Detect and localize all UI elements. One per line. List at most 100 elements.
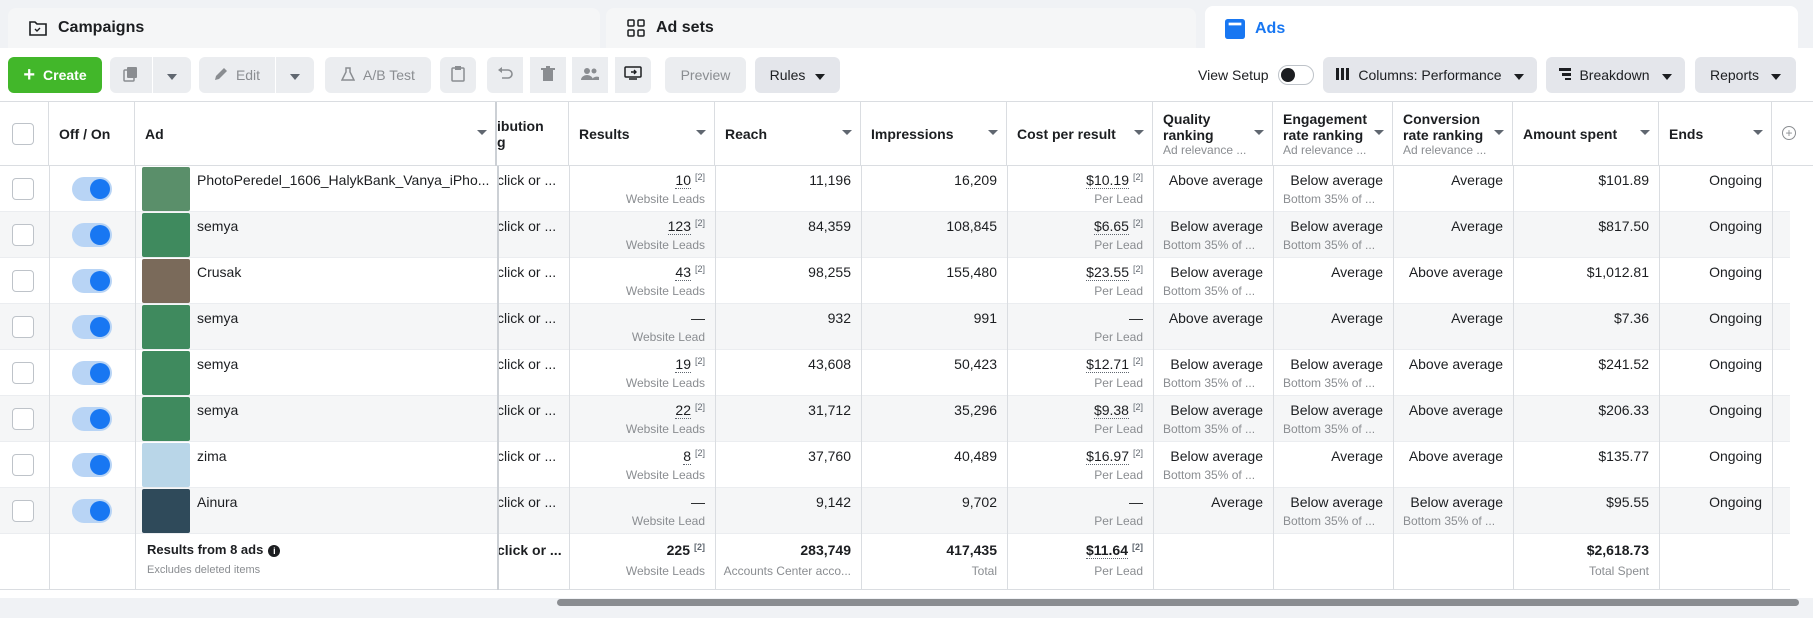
table-row[interactable]: Crusak click or ... 43 [2] Website Leads 98,2…: [0, 258, 1790, 304]
ad-name[interactable]: semya: [197, 218, 239, 234]
cost-value[interactable]: $9.38 [2]: [1093, 402, 1143, 419]
horizontal-scrollbar[interactable]: [557, 599, 1799, 606]
edit-button[interactable]: Edit: [199, 57, 275, 93]
reach-value: 98,255: [808, 264, 851, 280]
amount-value: $241.52: [1598, 356, 1649, 372]
rules-button[interactable]: Rules: [755, 57, 840, 93]
results-value[interactable]: 43 [2]: [675, 264, 705, 281]
row-checkbox[interactable]: [12, 408, 34, 430]
tab-ads[interactable]: Ads: [1205, 6, 1798, 52]
table-row[interactable]: semya click or ... 22 [2] Website Leads 31,71…: [0, 396, 1790, 442]
select-all-checkbox[interactable]: [12, 123, 34, 145]
ad-toggle[interactable]: [72, 177, 112, 201]
results-value[interactable]: 19 [2]: [675, 356, 705, 373]
header-attribution[interactable]: ibution g: [497, 102, 569, 166]
ad-name[interactable]: Ainura: [197, 494, 238, 510]
total-cost-subtext: Per Lead: [1094, 564, 1143, 578]
cost-value[interactable]: $12.71 [2]: [1086, 356, 1143, 373]
value-text: $12.71: [1086, 356, 1129, 373]
header-engagement-ranking[interactable]: Engagement rate ranking Ad relevance ...: [1273, 102, 1393, 166]
undo-button[interactable]: [487, 57, 523, 93]
header-quality-ranking[interactable]: Quality ranking Ad relevance ...: [1153, 102, 1273, 166]
total-reach-value: 283,749: [800, 542, 851, 558]
duplicate-button[interactable]: [110, 57, 152, 93]
table-row[interactable]: PhotoPeredel_1606_HalykBank_Vanya_iPho..…: [0, 166, 1790, 212]
table-row[interactable]: Ainura click or ... — Website Lead 9,142 9,70…: [0, 488, 1790, 534]
row-checkbox[interactable]: [12, 270, 34, 292]
add-column-icon[interactable]: +: [1782, 126, 1796, 140]
ad-toggle[interactable]: [72, 315, 112, 339]
share-button[interactable]: [615, 57, 651, 93]
results-value[interactable]: 123 [2]: [667, 218, 705, 235]
ad-name[interactable]: semya: [197, 310, 239, 326]
tab-campaigns[interactable]: Campaigns: [8, 8, 600, 48]
ad-toggle[interactable]: [72, 453, 112, 477]
results-value[interactable]: 8 [2]: [683, 448, 705, 465]
duplicate-dropdown[interactable]: [153, 57, 191, 93]
header-cost-per-result[interactable]: Cost per result: [1007, 102, 1153, 166]
trash-icon: [541, 65, 555, 85]
table-row[interactable]: zima click or ... 8 [2] Website Leads 37,760 4…: [0, 442, 1790, 488]
results-value[interactable]: —: [691, 310, 705, 326]
header-impressions[interactable]: Impressions: [861, 102, 1007, 166]
results-value[interactable]: —: [691, 494, 705, 510]
reach-value: 43,608: [808, 356, 851, 372]
columns-button[interactable]: Columns: Performance: [1323, 57, 1537, 93]
cost-value[interactable]: —: [1129, 494, 1143, 510]
ad-toggle[interactable]: [72, 407, 112, 431]
ad-toggle[interactable]: [72, 361, 112, 385]
column-divider: [1659, 166, 1660, 590]
info-icon[interactable]: i: [268, 544, 281, 557]
cost-value[interactable]: $16.97 [2]: [1086, 448, 1143, 465]
row-checkbox[interactable]: [12, 454, 34, 476]
row-checkbox[interactable]: [12, 224, 34, 246]
edit-dropdown[interactable]: [276, 57, 314, 93]
delete-button[interactable]: [530, 57, 566, 93]
view-setup-toggle[interactable]: [1278, 65, 1314, 85]
ad-name[interactable]: semya: [197, 402, 239, 418]
header-conversion-ranking[interactable]: Conversion rate ranking Ad relevance ...: [1393, 102, 1513, 166]
cell-amount: $241.52: [1513, 350, 1659, 396]
cost-value[interactable]: $23.55 [2]: [1086, 264, 1143, 281]
clipboard-button[interactable]: [440, 57, 476, 93]
cell-cost: — Per Lead: [1007, 488, 1153, 534]
header-off-on[interactable]: Off / On: [49, 102, 135, 166]
ad-name[interactable]: Crusak: [197, 264, 242, 280]
header-ad[interactable]: Ad: [135, 102, 497, 166]
tab-ad-sets[interactable]: Ad sets: [606, 8, 1196, 48]
table-row[interactable]: semya click or ... 123 [2] Website Leads 84,3…: [0, 212, 1790, 258]
ad-toggle[interactable]: [72, 269, 112, 293]
header-ends[interactable]: Ends: [1659, 102, 1772, 166]
pencil-icon: [214, 67, 228, 84]
row-checkbox[interactable]: [12, 178, 34, 200]
cell-quality: Below average Bottom 35% of ...: [1153, 442, 1273, 488]
superscript-label: [2]: [694, 172, 705, 182]
reports-button[interactable]: Reports: [1695, 57, 1796, 93]
table-row[interactable]: semya click or ... 19 [2] Website Leads 43,60…: [0, 350, 1790, 396]
cost-value[interactable]: —: [1129, 310, 1143, 326]
row-checkbox[interactable]: [12, 362, 34, 384]
header-reach[interactable]: Reach: [715, 102, 861, 166]
ad-toggle[interactable]: [72, 499, 112, 523]
ad-name[interactable]: zima: [197, 448, 227, 464]
cost-value[interactable]: $6.65 [2]: [1093, 218, 1143, 235]
ad-toggle[interactable]: [72, 223, 112, 247]
breakdown-button[interactable]: Breakdown: [1546, 57, 1685, 93]
preview-button[interactable]: Preview: [665, 57, 746, 93]
row-checkbox[interactable]: [12, 500, 34, 522]
audience-button[interactable]: [572, 57, 608, 93]
ad-name[interactable]: PhotoPeredel_1606_HalykBank_Vanya_iPho..…: [197, 172, 490, 188]
ends-value: Ongoing: [1709, 448, 1762, 464]
header-amount-spent[interactable]: Amount spent: [1513, 102, 1659, 166]
header-results[interactable]: Results: [569, 102, 715, 166]
table-row[interactable]: semya click or ... — Website Lead 932 991 — Per…: [0, 304, 1790, 350]
cost-value[interactable]: $10.19 [2]: [1086, 172, 1143, 189]
ad-name[interactable]: semya: [197, 356, 239, 372]
row-checkbox[interactable]: [12, 316, 34, 338]
ab-test-button[interactable]: A/B Test: [325, 57, 431, 93]
cost-subtext: Per Lead: [1094, 514, 1143, 528]
results-value[interactable]: 10 [2]: [675, 172, 705, 189]
create-button[interactable]: + Create: [8, 57, 102, 93]
results-value[interactable]: 22 [2]: [675, 402, 705, 419]
cell-cost: $23.55 [2] Per Lead: [1007, 258, 1153, 304]
